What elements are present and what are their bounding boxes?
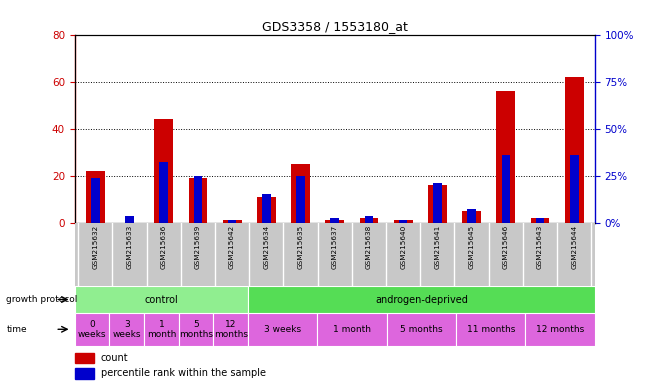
Text: 1 month: 1 month: [333, 325, 371, 334]
Bar: [296, 176, 305, 223]
Text: 1
month: 1 month: [147, 319, 176, 339]
Bar: [433, 183, 441, 223]
Bar: [525, 313, 595, 346]
Text: 3
weeks: 3 weeks: [112, 319, 141, 339]
Bar: [399, 220, 408, 223]
Bar: [530, 218, 549, 223]
Bar: [467, 209, 476, 223]
Text: GSM215634: GSM215634: [263, 225, 269, 269]
Bar: [91, 178, 99, 223]
Bar: [75, 368, 94, 379]
Bar: [154, 119, 173, 223]
Bar: [144, 313, 179, 346]
Bar: [536, 218, 544, 223]
Bar: [330, 218, 339, 223]
Bar: [223, 220, 242, 223]
Bar: [257, 197, 276, 223]
Bar: [394, 220, 413, 223]
Bar: [291, 164, 310, 223]
Bar: [109, 313, 144, 346]
Text: GSM215632: GSM215632: [92, 225, 98, 269]
Text: time: time: [6, 325, 27, 334]
Text: GSM215639: GSM215639: [195, 225, 201, 269]
Text: GSM215646: GSM215646: [503, 225, 509, 269]
Bar: [462, 211, 481, 223]
Text: 12
months: 12 months: [214, 319, 248, 339]
Bar: [75, 286, 248, 313]
Bar: [86, 171, 105, 223]
Bar: [159, 162, 168, 223]
Text: GSM215645: GSM215645: [469, 225, 474, 269]
Text: 12 months: 12 months: [536, 325, 584, 334]
Bar: [213, 313, 248, 346]
Text: GSM215633: GSM215633: [127, 225, 133, 269]
Bar: [194, 176, 202, 223]
Bar: [125, 216, 134, 223]
Title: GDS3358 / 1553180_at: GDS3358 / 1553180_at: [262, 20, 408, 33]
Bar: [359, 218, 378, 223]
Text: 5 months: 5 months: [400, 325, 443, 334]
Text: 5
months: 5 months: [179, 319, 213, 339]
Text: 3 weeks: 3 weeks: [264, 325, 302, 334]
Bar: [262, 195, 270, 223]
Text: GSM215643: GSM215643: [537, 225, 543, 269]
Text: growth protocol: growth protocol: [6, 295, 78, 304]
Bar: [248, 313, 317, 346]
Bar: [248, 286, 595, 313]
Text: GSM215642: GSM215642: [229, 225, 235, 269]
Bar: [387, 313, 456, 346]
Text: 0
weeks: 0 weeks: [78, 319, 107, 339]
Bar: [179, 313, 213, 346]
Bar: [75, 353, 94, 363]
Text: GSM215644: GSM215644: [571, 225, 577, 269]
Bar: [497, 91, 515, 223]
Text: androgen-deprived: androgen-deprived: [375, 295, 468, 305]
Text: GSM215636: GSM215636: [161, 225, 166, 269]
Text: GSM215637: GSM215637: [332, 225, 338, 269]
Bar: [317, 313, 387, 346]
Text: GSM215641: GSM215641: [434, 225, 441, 269]
Text: GSM215635: GSM215635: [298, 225, 304, 269]
Bar: [75, 313, 109, 346]
Text: GSM215638: GSM215638: [366, 225, 372, 269]
Text: control: control: [144, 295, 178, 305]
Text: count: count: [101, 353, 129, 363]
Text: 11 months: 11 months: [467, 325, 515, 334]
Bar: [565, 77, 584, 223]
Bar: [456, 313, 525, 346]
Bar: [326, 220, 344, 223]
Text: percentile rank within the sample: percentile rank within the sample: [101, 368, 266, 378]
Text: GSM215640: GSM215640: [400, 225, 406, 269]
Bar: [570, 154, 578, 223]
Bar: [228, 220, 237, 223]
Bar: [188, 178, 207, 223]
Bar: [502, 154, 510, 223]
Bar: [428, 185, 447, 223]
Bar: [365, 216, 373, 223]
